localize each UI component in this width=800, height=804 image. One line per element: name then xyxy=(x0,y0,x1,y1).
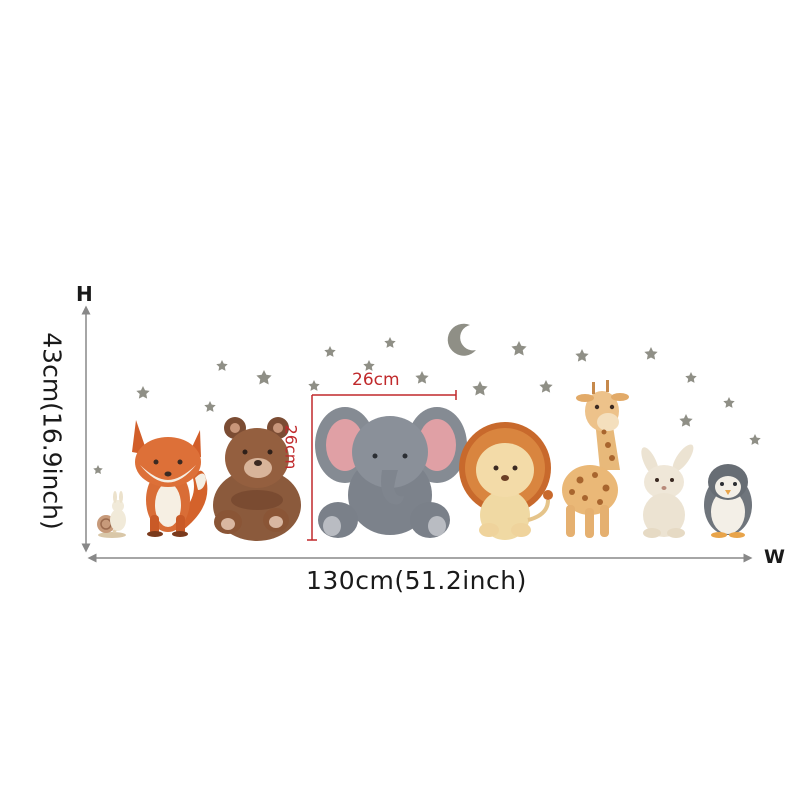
star-icon xyxy=(644,347,658,360)
width-axis-label: W xyxy=(764,546,785,568)
star-icon xyxy=(363,360,375,371)
star-icon xyxy=(308,380,320,391)
star-icons xyxy=(93,337,761,475)
star-icon xyxy=(679,414,693,427)
star-icon xyxy=(216,360,228,371)
star-icon xyxy=(324,346,336,357)
star-icon xyxy=(384,337,396,348)
star-icon xyxy=(749,434,761,445)
giraffe-illustration xyxy=(562,380,629,538)
star-icon xyxy=(685,372,697,383)
moon-icon xyxy=(447,323,476,356)
height-axis-label: H xyxy=(76,282,93,306)
star-icon xyxy=(204,401,216,412)
penguin-illustration xyxy=(704,464,752,538)
small-bunny-illustration xyxy=(110,491,126,531)
lion-illustration xyxy=(459,422,553,540)
rabbit-illustration xyxy=(641,444,694,538)
elephant-height-line xyxy=(307,395,317,541)
star-icon xyxy=(472,381,488,396)
total-width-label: 130cm(51.2inch) xyxy=(306,566,527,595)
elephant-width-line xyxy=(312,390,457,400)
star-icon xyxy=(511,341,527,356)
total-height-label: 43cm(16.9inch) xyxy=(37,332,67,530)
star-icon xyxy=(415,371,429,384)
elephant-illustration xyxy=(315,407,467,538)
elephant-width-label: 26cm xyxy=(352,370,400,390)
star-icon xyxy=(136,386,150,399)
star-icon xyxy=(723,397,735,408)
star-icon xyxy=(93,465,103,475)
star-icon xyxy=(256,370,272,385)
elephant-height-label: 26cm xyxy=(281,424,301,470)
star-icon xyxy=(575,349,589,362)
fox-illustration xyxy=(132,420,208,537)
bear-illustration xyxy=(213,417,301,541)
star-icon xyxy=(539,380,553,393)
